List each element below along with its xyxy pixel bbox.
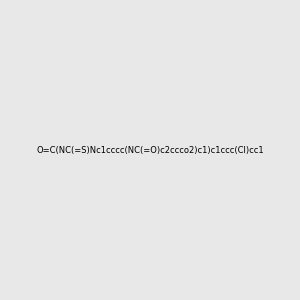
Text: O=C(NC(=S)Nc1cccc(NC(=O)c2ccco2)c1)c1ccc(Cl)cc1: O=C(NC(=S)Nc1cccc(NC(=O)c2ccco2)c1)c1ccc… [36, 146, 264, 154]
